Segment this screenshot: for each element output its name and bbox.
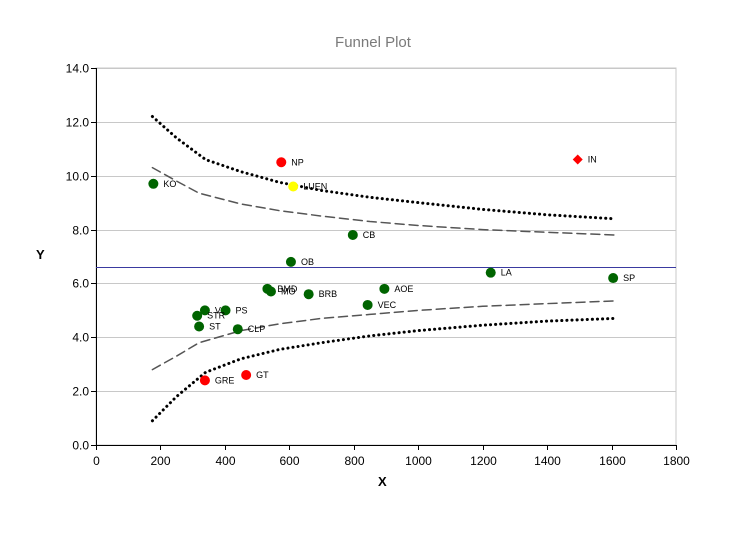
data-point-ko (148, 178, 159, 189)
upper-outer-limit-line (150, 115, 617, 221)
y-tick-label: 12.0 (66, 116, 90, 130)
point-label-st: ST (209, 322, 221, 332)
point-label-clp: CLP (248, 324, 266, 334)
data-point-sp (608, 273, 619, 284)
upper-inner-limit-line (151, 166, 616, 236)
x-tick-label: 1800 (663, 454, 690, 468)
point-label-ps: PS (236, 305, 248, 315)
chart-title: Funnel Plot (335, 34, 411, 51)
data-point-gt (241, 369, 252, 380)
data-point-st (194, 321, 205, 332)
point-label-luen: LUEN (303, 181, 327, 191)
x-tick-label: 800 (344, 454, 364, 468)
point-label-bmd: BMD (277, 284, 298, 294)
data-point-gre (199, 375, 210, 386)
point-label-brb: BRB (319, 289, 338, 299)
data-point-ob (285, 256, 296, 267)
point-label-str: STR (207, 311, 226, 321)
y-tick-label: 2.0 (72, 385, 89, 399)
data-point-brb (303, 289, 314, 300)
point-label-ob: OB (301, 257, 314, 267)
data-point-np (276, 157, 287, 168)
data-point-cb (347, 229, 358, 240)
data-point-vs (199, 305, 210, 316)
x-tick-label: 0 (93, 454, 100, 468)
lower-inner-limit-line (151, 300, 616, 371)
data-point-aoe (379, 283, 390, 294)
point-label-ko: KO (163, 179, 176, 189)
plot-area (95, 67, 677, 446)
x-tick-label: 1600 (599, 454, 626, 468)
x-tick-label: 1200 (470, 454, 497, 468)
point-label-la: LA (501, 268, 512, 278)
point-label-mo: MO (281, 287, 296, 297)
point-label-vec: VEC (378, 300, 397, 310)
y-tick-label: 14.0 (66, 62, 90, 76)
x-tick-label: 1400 (534, 454, 561, 468)
x-tick-label: 600 (279, 454, 299, 468)
y-tick-label: 6.0 (72, 277, 89, 291)
point-label-gre: GRE (215, 375, 235, 385)
y-tick-label: 10.0 (66, 170, 90, 184)
point-label-aoe: AOE (394, 284, 413, 294)
data-point-vec (362, 299, 373, 310)
x-tick-label: 400 (215, 454, 235, 468)
data-point-clp (232, 324, 243, 335)
data-point-str (192, 310, 203, 321)
data-point-mo (265, 286, 276, 297)
point-label-sp: SP (623, 273, 635, 283)
point-label-in: IN (588, 155, 597, 165)
y-axis-label: Y (36, 247, 45, 262)
x-tick-label: 200 (150, 454, 170, 468)
data-point-luen (288, 181, 299, 192)
point-label-cb: CB (363, 230, 376, 240)
data-point-ps (220, 305, 231, 316)
y-tick-label: 4.0 (72, 331, 89, 345)
y-tick-label: 0.0 (72, 439, 89, 453)
x-axis-label: X (378, 474, 387, 489)
y-tick-label: 8.0 (72, 224, 89, 238)
point-label-np: NP (291, 157, 304, 167)
data-point-in (572, 154, 583, 165)
x-tick-label: 1000 (405, 454, 432, 468)
point-label-gt: GT (256, 370, 269, 380)
data-point-la (485, 267, 496, 278)
